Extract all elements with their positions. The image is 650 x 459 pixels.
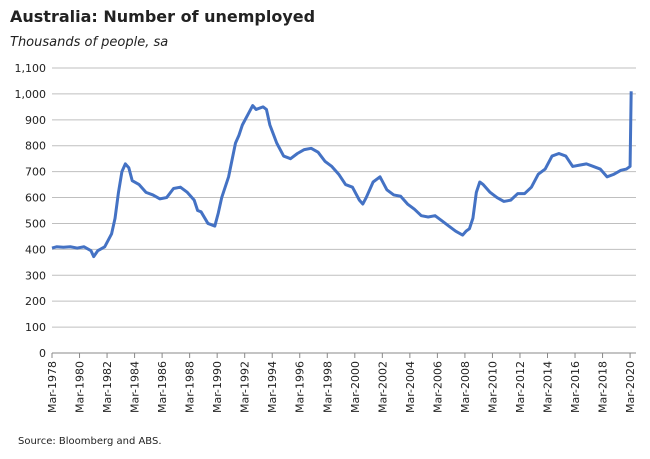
x-tick-label: Mar-2002	[376, 361, 389, 413]
chart-title: Australia: Number of unemployed	[10, 7, 315, 26]
y-tick-label: 900	[25, 114, 46, 127]
x-tick-label: Mar-2004	[404, 361, 417, 413]
y-tick-label: 1,100	[15, 62, 47, 75]
data-line	[51, 91, 633, 259]
source-note: Source: Bloomberg and ABS.	[18, 436, 162, 447]
x-tick-label: Mar-1978	[46, 361, 59, 413]
y-tick-label: 200	[25, 295, 46, 308]
x-tick-label: Mar-2010	[486, 361, 499, 413]
x-tick-label: Mar-1994	[266, 361, 279, 413]
x-tick-label: Mar-2012	[514, 361, 527, 413]
x-tick-label: Mar-1988	[184, 361, 197, 413]
y-tick-label: 400	[25, 243, 46, 256]
x-tick-label: Mar-2014	[541, 361, 554, 413]
x-tick-label: Mar-1984	[129, 361, 142, 413]
x-tick-label: Mar-2018	[597, 361, 610, 413]
y-tick-label: 700	[25, 166, 46, 179]
x-tick-label: Mar-2000	[349, 361, 362, 413]
x-tick-label: Mar-1986	[156, 361, 169, 413]
y-tick-label: 100	[25, 321, 46, 334]
y-tick-label: 0	[39, 347, 46, 360]
y-tick-label: 300	[25, 269, 46, 282]
x-tick-label: Mar-2016	[569, 361, 582, 413]
x-tick-label: Mar-1982	[101, 361, 114, 413]
x-tick-label: Mar-1998	[321, 361, 334, 413]
y-tick-label: 800	[25, 140, 46, 153]
x-tick-label: Mar-1980	[74, 361, 87, 413]
x-tick-label: Mar-2020	[624, 361, 637, 413]
x-tick-label: Mar-1990	[211, 361, 224, 413]
x-tick-label: Mar-2006	[431, 361, 444, 413]
y-tick-label: 500	[25, 217, 46, 230]
x-tick-label: Mar-1996	[294, 361, 307, 413]
y-tick-label: 1,000	[15, 88, 47, 101]
chart-subtitle: Thousands of people, sa	[10, 35, 168, 50]
x-tick-label: Mar-1992	[239, 361, 252, 413]
y-tick-label: 600	[25, 192, 46, 205]
x-tick-label: Mar-2008	[459, 361, 472, 413]
